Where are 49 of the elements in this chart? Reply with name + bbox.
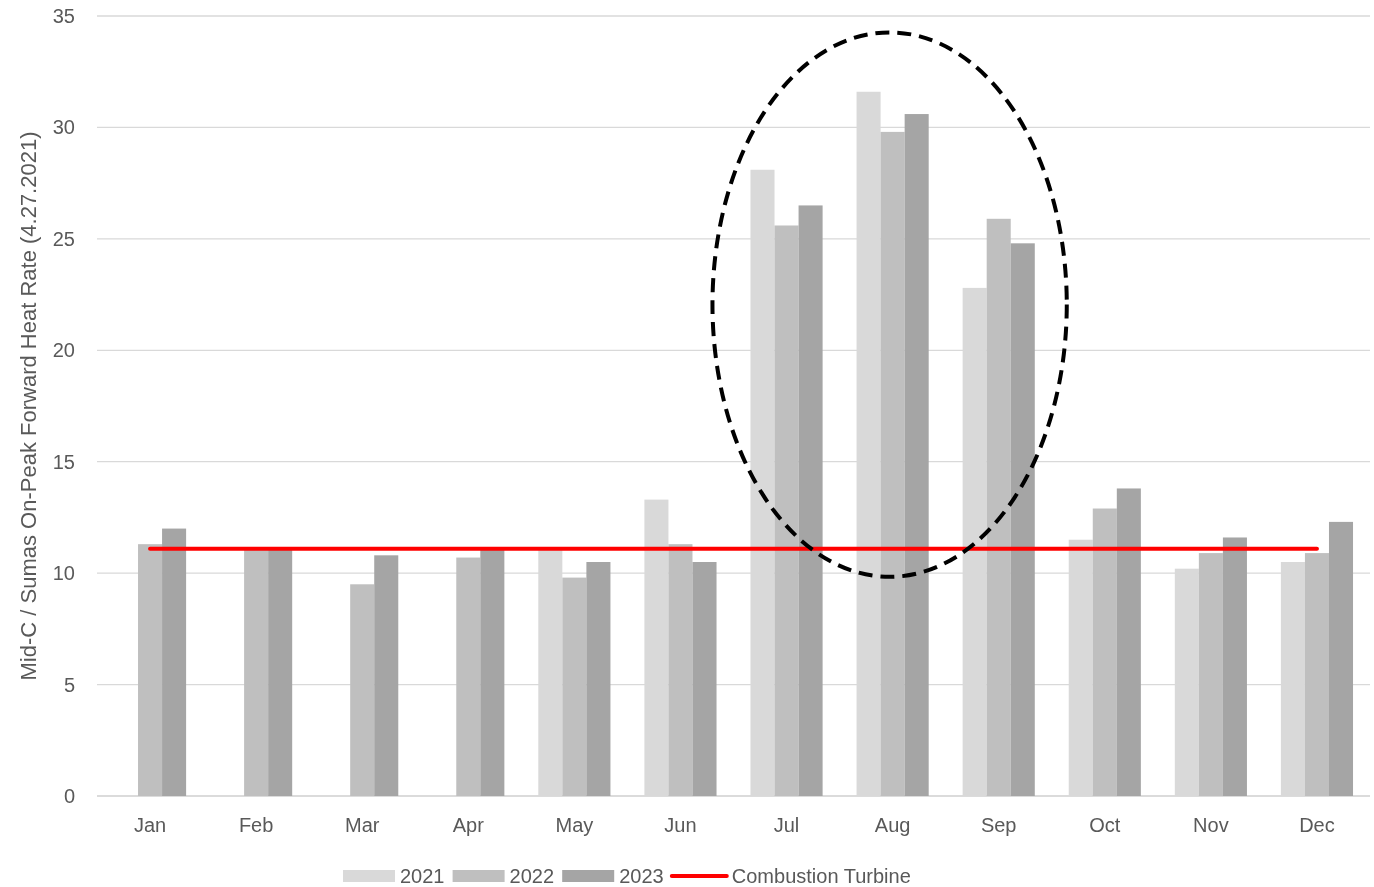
- y-tick-label: 15: [52, 450, 75, 473]
- bar: [374, 555, 399, 796]
- bar: [1304, 553, 1329, 796]
- legend-label: 2021: [400, 865, 445, 887]
- y-tick-label: 20: [52, 339, 75, 362]
- bar: [1092, 508, 1117, 796]
- bar: [1198, 553, 1223, 796]
- bar: [668, 544, 693, 796]
- bar: [692, 562, 717, 796]
- x-tick-label: Apr: [452, 814, 485, 836]
- y-tick-label: 25: [52, 227, 75, 250]
- y-tick-label: 5: [63, 673, 75, 696]
- bar: [1222, 537, 1247, 796]
- x-tick-label: Aug: [874, 814, 911, 836]
- x-tick-label: Jun: [664, 814, 697, 836]
- bar: [1010, 243, 1035, 796]
- x-tick-label: Feb: [238, 814, 274, 836]
- x-tick-label: May: [555, 814, 594, 836]
- bar: [268, 548, 293, 796]
- legend-label: Combustion Turbine: [731, 865, 911, 887]
- x-tick-label: Jan: [133, 814, 167, 836]
- x-tick-label: Nov: [1193, 814, 1229, 836]
- y-axis-title: Mid-C / Sumas On-Peak Forward Heat Rate (4.27.2021): [16, 131, 41, 681]
- bar: [562, 577, 587, 796]
- bar: [904, 114, 929, 796]
- y-tick-label: 10: [52, 562, 75, 585]
- y-tick-label: 30: [52, 116, 75, 139]
- y-tick-label: 35: [52, 5, 75, 27]
- bar: [456, 557, 481, 796]
- bar: [1116, 488, 1141, 796]
- bar: [798, 205, 823, 796]
- bar: [1328, 521, 1354, 796]
- bar: [162, 528, 187, 796]
- x-tick-label: Mar: [344, 814, 380, 836]
- legend-label: 2022: [509, 865, 555, 887]
- bar: [350, 584, 375, 796]
- x-tick-label: Jul: [773, 814, 800, 836]
- bar: [138, 544, 163, 796]
- bar: [774, 225, 799, 796]
- x-tick-label: Sep: [980, 814, 1017, 836]
- bar: [586, 562, 611, 796]
- y-tick-label: 0: [63, 785, 75, 807]
- x-tick-label: Oct: [1089, 814, 1121, 836]
- bar: [244, 548, 269, 796]
- legend-label: 2023: [619, 865, 664, 887]
- bar: [986, 218, 1011, 796]
- x-tick-label: Dec: [1299, 814, 1335, 836]
- bar: [480, 548, 505, 796]
- bar: [880, 131, 905, 796]
